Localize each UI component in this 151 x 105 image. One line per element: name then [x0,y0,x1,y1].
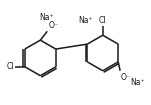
Text: Na⁺: Na⁺ [78,16,93,25]
Text: Na⁺: Na⁺ [39,13,54,22]
Text: O⁻: O⁻ [120,73,130,82]
Text: Cl: Cl [6,62,14,71]
Text: O⁻: O⁻ [48,21,58,30]
Text: Cl: Cl [99,16,106,25]
Text: Na⁺: Na⁺ [130,78,145,87]
